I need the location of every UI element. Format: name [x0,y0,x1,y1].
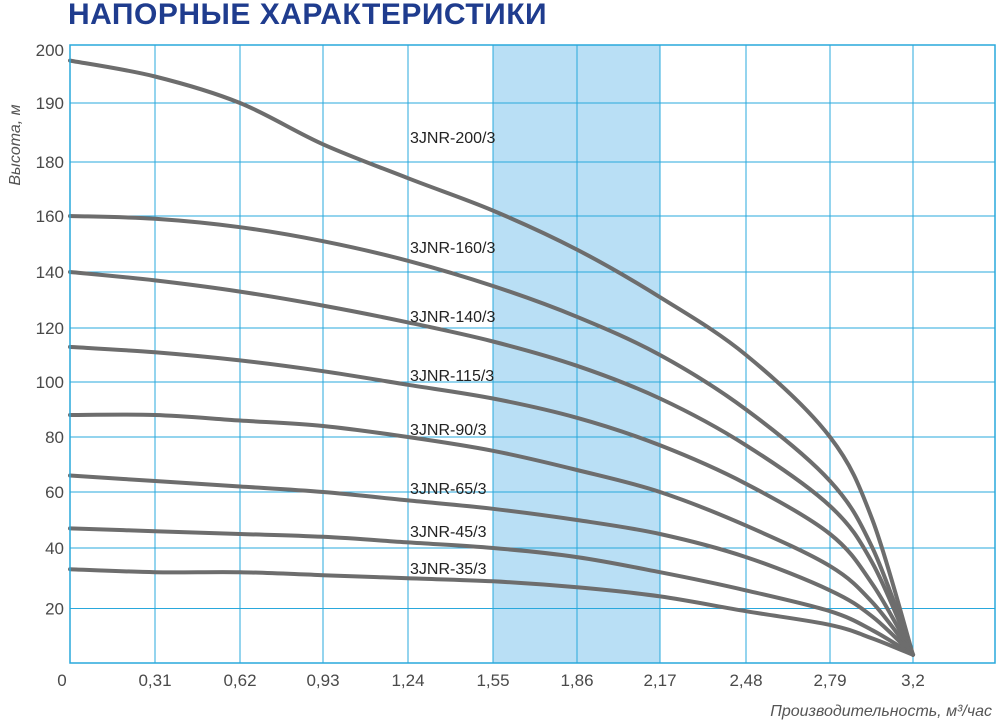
y-tick-label: 60 [45,483,64,502]
x-tick-label: 1,86 [560,671,593,690]
y-tick-label: 120 [36,319,64,338]
x-tick-label: 2,48 [729,671,762,690]
series-curve [68,473,915,657]
series-label: 3JNR-65/3 [410,481,487,498]
x-tick-label: 3,2 [901,671,925,690]
series-label: 3JNR-140/3 [410,309,495,326]
y-tick-label: 200 [36,41,64,60]
series-curve [68,412,915,657]
series-label: 3JNR-115/3 [410,368,494,385]
series-label: 3JNR-160/3 [410,240,495,257]
series-curve [68,344,915,657]
y-axis-label: Высота, м [7,104,24,185]
x-tick-label: 2,79 [813,671,846,690]
x-tick-label: 1,55 [476,671,509,690]
y-tick-label: 20 [45,600,64,619]
series-curve [68,567,915,657]
series-label: 3JNR-200/3 [410,130,495,147]
x-tick-label: 0 [57,671,66,690]
series-label: 3JNR-45/3 [410,524,487,541]
x-tick-label: 1,24 [391,671,424,690]
series-curve [68,526,915,657]
series-curve [68,58,915,657]
chart-title: НАПОРНЫЕ ХАРАКТЕРИСТИКИ [68,0,548,31]
series-label: 3JNR-90/3 [410,422,487,439]
y-tick-label: 140 [36,263,64,282]
plot-frame [69,44,996,664]
y-tick-label: 180 [36,153,64,172]
x-tick-label: 0,62 [223,671,256,690]
y-tick-label: 190 [36,94,64,113]
y-tick-label: 80 [45,428,64,447]
y-tick-label: 40 [45,539,64,558]
x-axis-label: Производительность, м³/час [770,703,992,720]
x-tick-label: 0,31 [138,671,171,690]
y-tick-label: 100 [36,373,64,392]
x-tick-label: 0,93 [306,671,339,690]
series-label: 3JNR-35/3 [410,561,487,578]
series-curve [68,214,915,657]
y-tick-label: 160 [36,207,64,226]
series-curve [68,270,915,657]
x-tick-label: 2,17 [643,671,676,690]
